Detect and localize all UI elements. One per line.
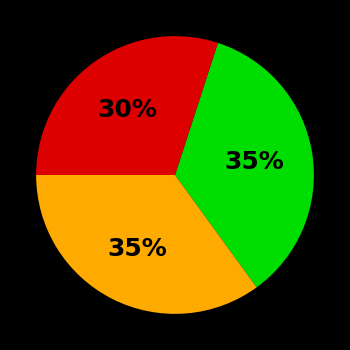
Text: 35%: 35%: [225, 150, 285, 174]
Wedge shape: [36, 36, 218, 175]
Wedge shape: [175, 43, 314, 287]
Wedge shape: [36, 175, 257, 314]
Text: 30%: 30%: [98, 98, 158, 122]
Text: 35%: 35%: [107, 237, 167, 261]
